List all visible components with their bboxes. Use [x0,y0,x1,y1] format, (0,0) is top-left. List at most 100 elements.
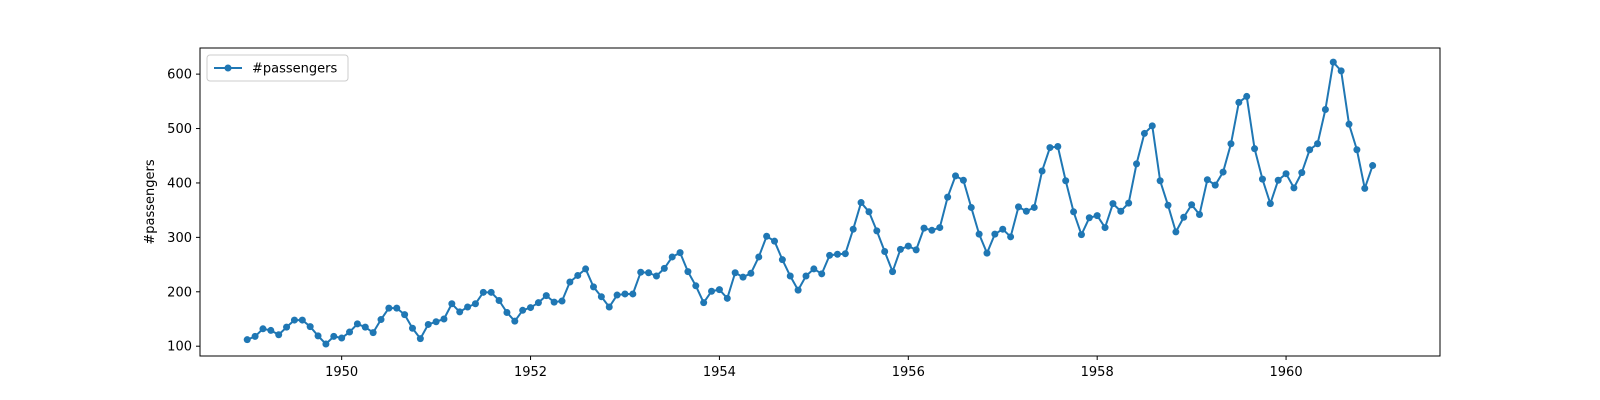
data-point [660,264,668,272]
data-point [1109,200,1117,208]
data-point [755,253,763,261]
data-point [1164,201,1172,209]
data-point [361,323,369,331]
data-point [904,242,912,250]
data-point [1345,120,1353,128]
data-point [243,336,251,344]
data-point [637,268,645,276]
data-point [896,245,904,253]
data-point [1203,176,1211,184]
data-point [298,316,306,324]
data-point [1298,169,1306,177]
data-point [873,227,881,235]
x-tick-label: 1950 [325,365,358,380]
data-point [597,293,605,301]
data-point [314,332,322,340]
data-point [322,340,330,348]
data-point [959,176,967,184]
data-point [267,326,275,334]
data-point [645,269,653,277]
plot-area [200,48,1440,356]
data-point [1046,144,1054,152]
data-point [1077,231,1085,239]
data-point [424,320,432,328]
data-point [692,282,700,290]
data-point [479,288,487,296]
data-point [1125,199,1133,207]
data-point [456,308,464,316]
data-point [495,296,503,304]
data-point [700,299,708,307]
data-point [1172,228,1180,236]
data-point [1007,233,1015,241]
data-point [802,272,810,280]
data-point [841,250,849,258]
data-point [558,297,566,305]
data-point [920,224,928,232]
data-point [566,278,574,286]
data-point [826,251,834,259]
data-point [1353,146,1361,154]
data-point [747,269,755,277]
data-point [983,249,991,257]
data-point [275,331,283,339]
data-point [519,306,527,314]
data-point [408,324,416,332]
y-axis-label: #passengers [143,159,158,244]
data-point [881,248,889,256]
data-point [590,283,597,291]
data-point [511,317,519,325]
data-point [771,237,779,245]
data-point [1321,105,1329,113]
data-point [290,316,298,324]
data-point [763,232,771,240]
data-point [818,270,826,278]
data-point [1329,58,1337,66]
x-tick-label: 1952 [514,365,547,380]
data-point [1085,214,1093,222]
data-point [786,272,794,280]
data-point [401,311,409,319]
x-tick-label: 1956 [892,365,925,380]
data-point [857,199,865,207]
data-point [613,291,621,299]
data-point [1361,184,1369,192]
data-point [338,334,346,342]
data-point [668,253,676,261]
data-point [259,325,267,333]
data-point [928,226,936,234]
data-point [723,294,731,302]
data-point [534,299,542,307]
data-point [652,272,660,280]
data-point [487,288,495,296]
data-point [377,316,385,324]
data-point [708,287,716,295]
data-point [739,273,747,281]
data-point [715,286,723,294]
x-tick-label: 1954 [703,365,736,380]
y-tick-label: 400 [167,176,192,191]
data-point [1274,176,1282,184]
data-point [283,323,291,331]
data-point [306,323,314,331]
data-point [1243,92,1251,100]
legend-label: #passengers [252,62,337,77]
data-point [1369,162,1377,170]
data-point [999,225,1007,233]
data-point [448,300,456,308]
data-point [912,246,920,254]
data-point [471,300,479,308]
legend-box [206,54,349,82]
legend-marker [224,64,232,72]
data-point [1180,213,1188,221]
data-point [1054,142,1062,150]
data-point [385,304,393,312]
data-point [346,328,354,336]
data-point [1093,212,1101,220]
data-point [251,332,259,340]
data-point [1140,129,1148,137]
y-tick-label: 100 [167,340,192,355]
data-point [1337,67,1345,75]
